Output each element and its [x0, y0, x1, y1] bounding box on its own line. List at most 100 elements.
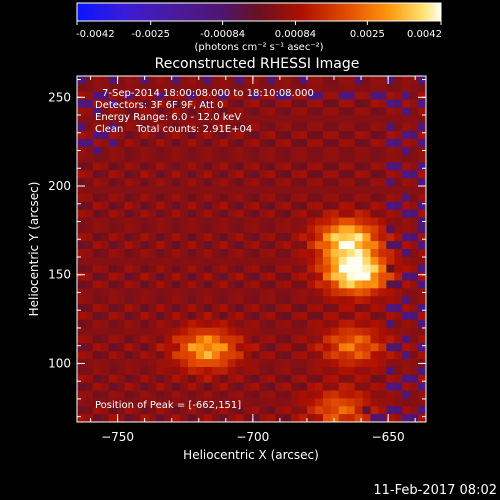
heatmap-cell: [77, 217, 86, 226]
heatmap-cell: [307, 201, 316, 211]
heatmap-cell: [322, 382, 332, 391]
heatmap-cell: [140, 154, 149, 163]
heatmap-cell: [84, 123, 94, 132]
heatmap-cell: [346, 390, 356, 399]
heatmap-cell: [148, 193, 157, 203]
heatmap-cell: [314, 123, 324, 132]
heatmap-cell: [251, 390, 260, 399]
heatmap-cell: [362, 217, 371, 226]
heatmap-cell: [322, 264, 332, 273]
heatmap-cell: [100, 256, 110, 266]
heatmap-cell: [219, 170, 229, 179]
heatmap-cell: [180, 398, 189, 407]
heatmap-cell: [124, 406, 133, 415]
heatmap-cell: [330, 76, 340, 85]
heatmap-cell: [410, 264, 419, 273]
heatmap-cell: [314, 304, 324, 313]
heatmap-cell: [172, 390, 181, 399]
heatmap-cell: [219, 123, 229, 132]
heatmap-cell: [346, 406, 356, 415]
heatmap-cell: [195, 304, 205, 313]
heatmap-cell: [108, 209, 118, 218]
heatmap-cell: [203, 264, 213, 273]
heatmap-cell: [203, 162, 213, 171]
heatmap-cell: [283, 178, 292, 187]
heatmap-cell: [283, 107, 292, 116]
heatmap-cell: [108, 304, 118, 313]
heatmap-cell: [235, 123, 244, 132]
heatmap-cell: [402, 201, 411, 211]
heatmap-cell: [378, 123, 387, 132]
heatmap-cell: [259, 131, 268, 140]
heatmap-cell: [322, 343, 332, 352]
heatmap-cell: [227, 138, 237, 148]
heatmap-cell: [378, 414, 387, 422]
heatmap-cell: [195, 186, 205, 195]
heatmap-cell: [386, 107, 395, 116]
heatmap-cell: [227, 241, 237, 250]
heatmap-cell: [84, 272, 94, 281]
heatmap-cell: [172, 154, 181, 163]
heatmap-cell: [148, 115, 157, 124]
heatmap-cell: [267, 398, 276, 407]
heatmap-cell: [235, 374, 244, 384]
heatmap-cell: [140, 288, 149, 297]
heatmap-cell: [77, 162, 86, 171]
heatmap-cell: [370, 217, 379, 226]
heatmap-cell: [124, 123, 133, 132]
heatmap-cell: [418, 280, 426, 289]
heatmap-cell: [378, 162, 387, 171]
heatmap-cell: [92, 296, 102, 305]
heatmap-cell: [314, 256, 324, 266]
heatmap-cell: [172, 201, 181, 211]
heatmap-cell: [211, 178, 221, 187]
heatmap-cell: [148, 209, 157, 218]
heatmap-cell: [195, 366, 205, 376]
heatmap-cell: [77, 374, 86, 384]
heatmap-cell: [370, 115, 379, 124]
heatmap-cell: [219, 256, 229, 266]
heatmap-cell: [156, 288, 165, 297]
heatmap-cell: [227, 414, 237, 422]
heatmap-cell: [283, 414, 292, 422]
heatmap-cell: [108, 107, 118, 116]
heatmap-cell: [338, 162, 348, 171]
heatmap-cell: [188, 304, 197, 313]
heatmap-cell: [354, 249, 363, 258]
heatmap-cell: [124, 280, 133, 289]
heatmap-cell: [283, 366, 292, 376]
heatmap-cell: [77, 366, 86, 376]
heatmap-cell: [378, 193, 387, 203]
heatmap-cell: [195, 138, 205, 148]
heatmap-cell: [188, 193, 197, 203]
heatmap-cell: [124, 319, 133, 329]
heatmap-cell: [314, 233, 324, 242]
heatmap-cell: [259, 225, 268, 234]
heatmap-cell: [227, 335, 237, 344]
heatmap-cell: [275, 311, 284, 321]
heatmap-cell: [378, 311, 387, 321]
heatmap-cell: [354, 178, 363, 187]
heatmap-cell: [92, 91, 102, 100]
heatmap-cell: [243, 382, 252, 391]
heatmap-cell: [188, 146, 197, 156]
heatmap-cell: [195, 123, 205, 132]
heatmap-cell: [354, 406, 363, 415]
heatmap-cell: [243, 319, 252, 329]
heatmap-cell: [370, 123, 379, 132]
heatmap-cell: [227, 123, 237, 132]
heatmap-cell: [203, 327, 213, 336]
heatmap-cell: [330, 178, 340, 187]
heatmap-cell: [195, 296, 205, 305]
heatmap-cell: [108, 280, 118, 289]
heatmap-cell: [180, 107, 189, 116]
heatmap-cell: [394, 414, 403, 422]
heatmap-cell: [203, 146, 213, 156]
heatmap-cell: [235, 343, 244, 352]
heatmap-cell: [354, 296, 363, 305]
heatmap-cell: [251, 327, 260, 336]
heatmap-cell: [235, 296, 244, 305]
heatmap-cell: [148, 366, 157, 376]
heatmap-cell: [92, 343, 102, 352]
heatmap-cell: [164, 76, 173, 85]
